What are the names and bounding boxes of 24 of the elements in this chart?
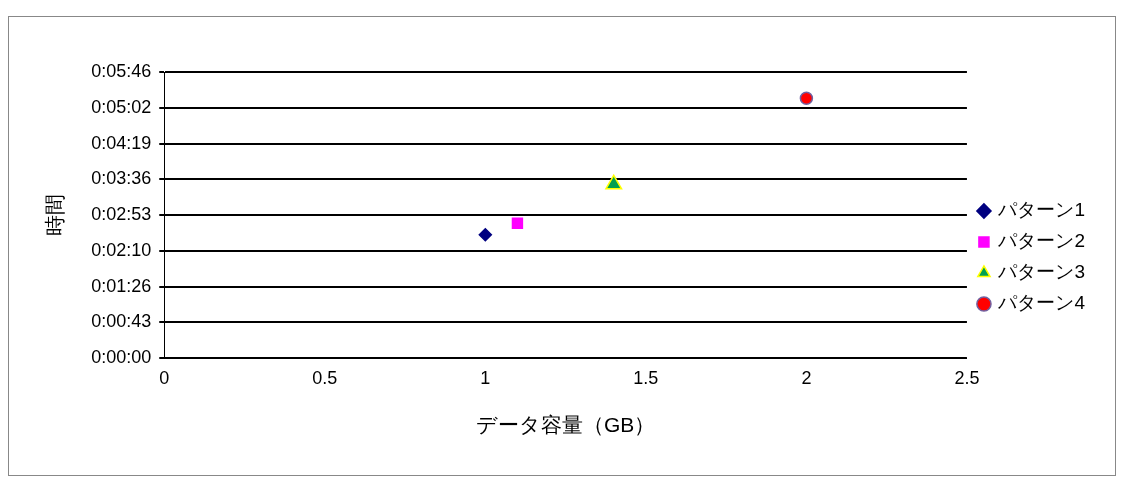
- y-tick-label: 0:04:19: [91, 132, 152, 153]
- x-tick-label: 0.5: [312, 367, 338, 388]
- legend-label: パターン4: [997, 292, 1086, 314]
- x-tick-label: 2.5: [954, 367, 980, 388]
- y-axis-title: 時間: [43, 194, 67, 237]
- point: [478, 228, 493, 242]
- legend-label: パターン3: [997, 261, 1086, 283]
- legend-label: パターン1: [997, 199, 1086, 221]
- x-tick-label: 1.5: [633, 367, 659, 388]
- y-tick-label: 0:03:36: [91, 168, 152, 189]
- x-tick-label: 0: [159, 367, 170, 388]
- x-tick-label: 2: [801, 367, 812, 388]
- y-tick-label: 0:01:26: [91, 275, 152, 296]
- x-tick-label: 1: [480, 367, 491, 388]
- y-tick-label: 0:02:53: [91, 204, 152, 225]
- legend-label: パターン2: [997, 230, 1086, 252]
- y-tick-label: 0:05:46: [91, 60, 152, 81]
- y-tick-label: 0:00:43: [91, 311, 152, 332]
- y-tick-label: 0:05:02: [91, 96, 152, 117]
- y-tick-label: 0:02:10: [91, 239, 152, 260]
- point: [511, 217, 524, 229]
- y-tick-label: 0:00:00: [91, 347, 152, 368]
- point: [799, 91, 814, 105]
- x-axis-title: データ容量（GB）: [475, 413, 656, 437]
